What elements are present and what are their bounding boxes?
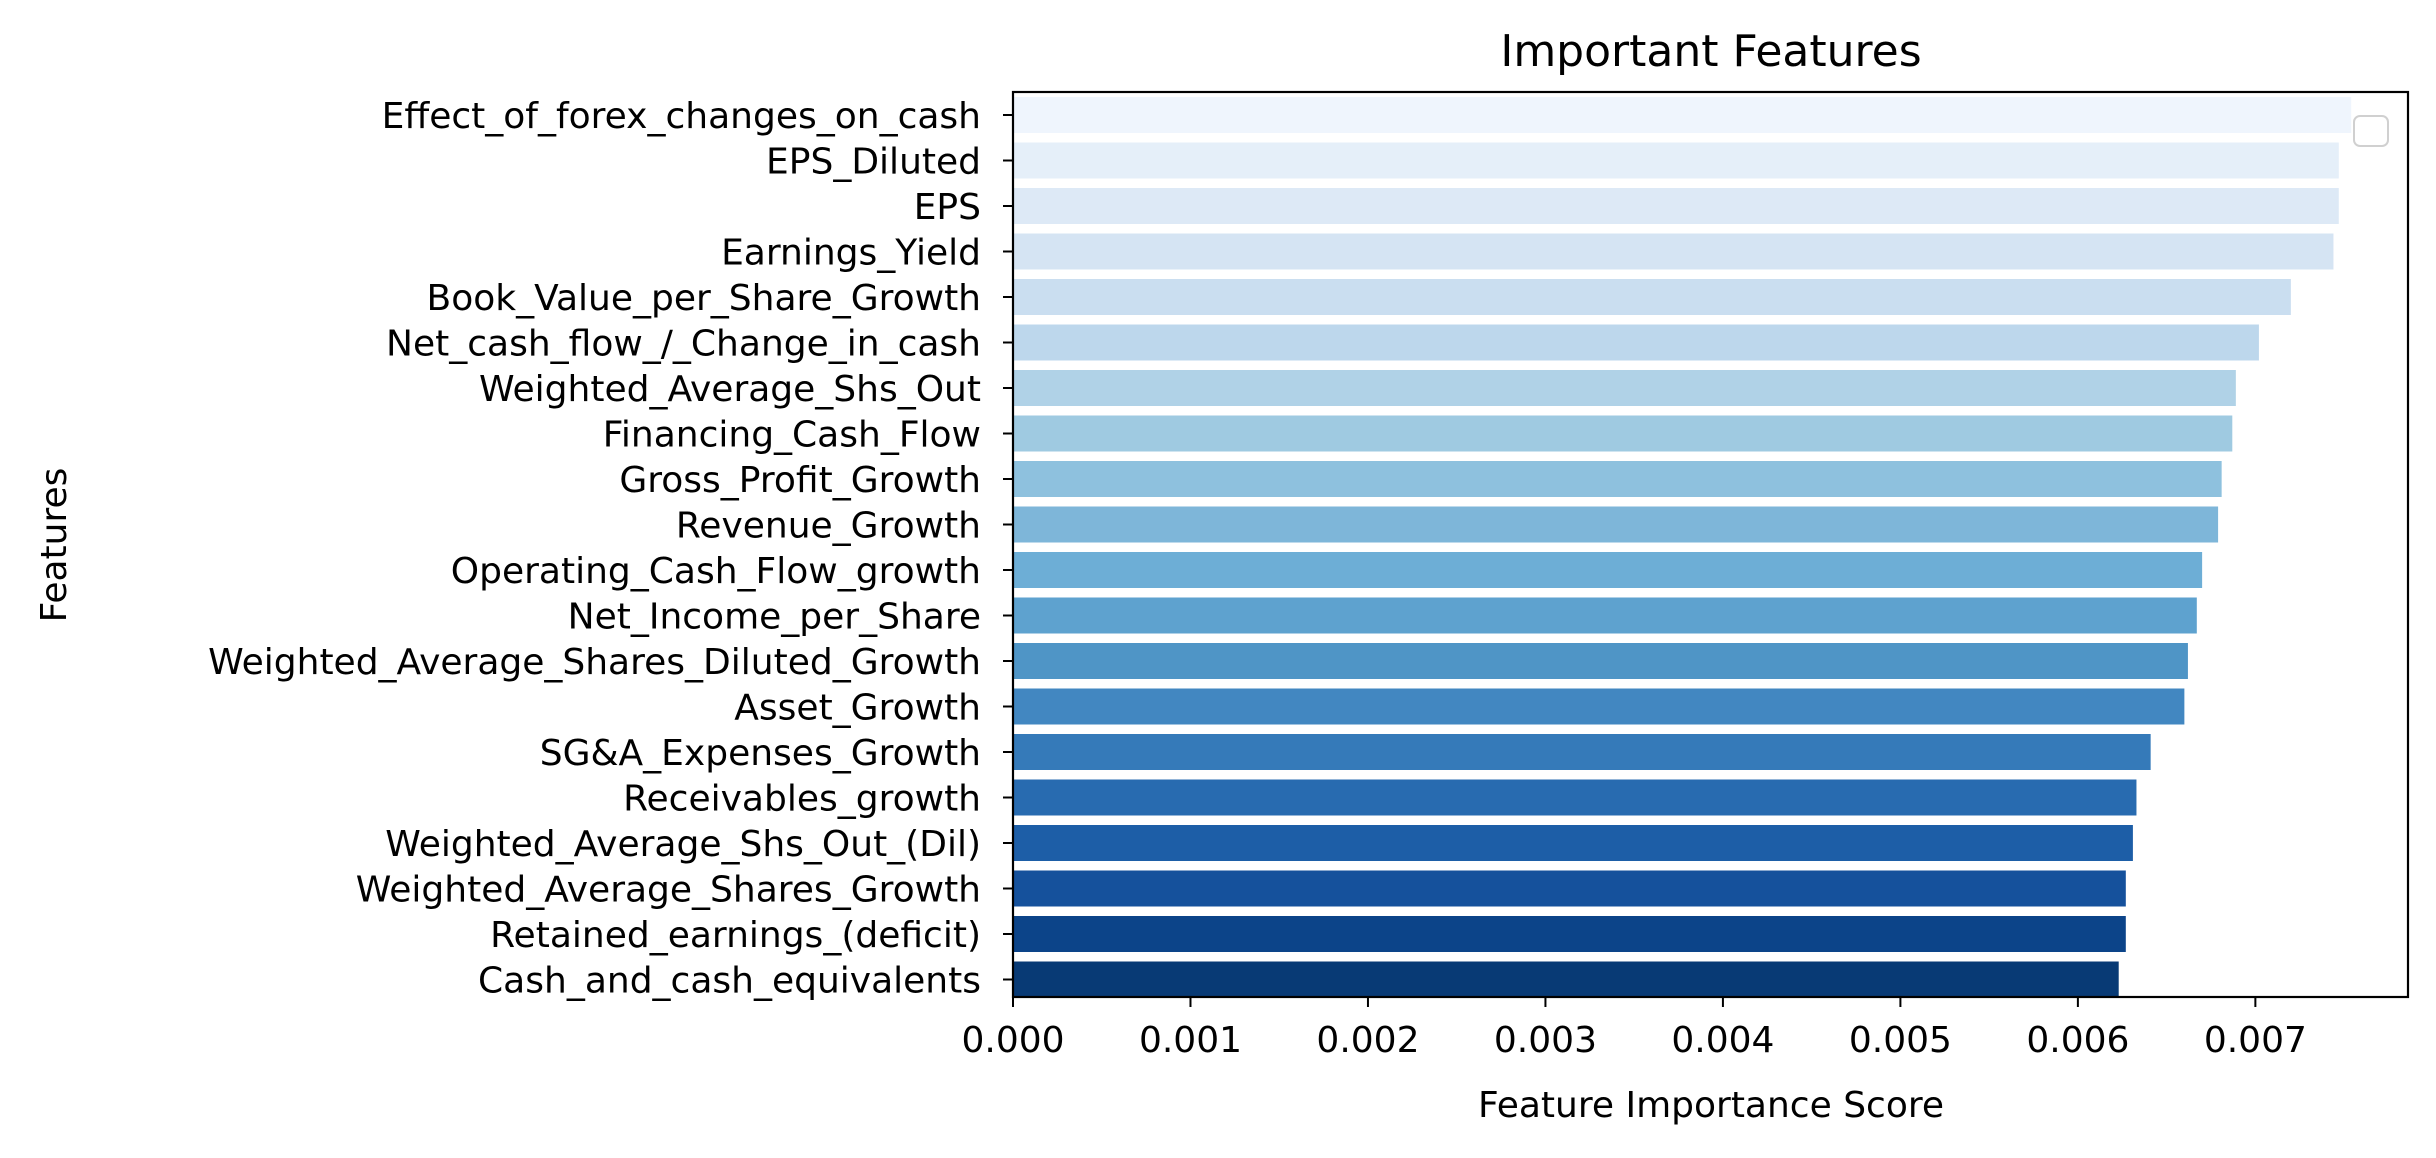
chart-title: Important Features: [1500, 26, 1921, 77]
y-tick-label: Weighted_Average_Shs_Out: [479, 369, 981, 410]
bar-11: [1013, 597, 2197, 634]
y-tick-label: Effect_of_forex_changes_on_cash: [382, 96, 981, 137]
y-tick-label: Weighted_Average_Shares_Diluted_Growth: [208, 642, 981, 683]
y-tick-label: EPS: [914, 187, 981, 228]
y-tick-label: Net_cash_flow_/_Change_in_cash: [386, 324, 981, 365]
bar-2: [1013, 188, 2339, 224]
y-tick-label: Operating_Cash_Flow_growth: [451, 551, 981, 592]
y-tick-label: Earnings_Yield: [721, 233, 981, 274]
y-tick-labels: Effect_of_forex_changes_on_cash EPS_Dilut…: [208, 96, 1013, 1002]
bar-7: [1013, 415, 2233, 452]
x-tick-label: 0.001: [1139, 1020, 1242, 1061]
bar-16: [1013, 825, 2133, 861]
x-tick-label: 0.004: [1671, 1020, 1774, 1061]
x-axis-label: Feature Importance Score: [1478, 1085, 1944, 1126]
bar-15: [1013, 779, 2137, 816]
x-tick-label: 0.006: [2026, 1020, 2129, 1061]
x-tick-label: 0.000: [961, 1020, 1064, 1061]
y-tick-label: Cash_and_cash_equivalents: [478, 961, 981, 1002]
legend-box: [2353, 115, 2389, 147]
x-ticks: 0.000 0.001 0.002 0.003 0.004 0.005 0.006 0.007: [961, 997, 2307, 1061]
y-tick-label: Receivables_growth: [623, 779, 981, 820]
y-tick-label: Weighted_Average_Shs_Out_(Dil): [385, 824, 981, 865]
y-tick-label: Book_Value_per_Share_Growth: [427, 278, 981, 319]
bar-17: [1013, 870, 2126, 907]
y-tick-label: Revenue_Growth: [676, 506, 981, 547]
x-tick-label: 0.007: [2204, 1020, 2307, 1061]
y-tick-label: Weighted_Average_Shares_Growth: [356, 870, 981, 911]
bar-1: [1013, 142, 2339, 179]
bars-group: [1013, 97, 2352, 998]
y-axis-label: Features: [34, 468, 75, 623]
bar-5: [1013, 324, 2259, 361]
y-tick-label: Financing_Cash_Flow: [603, 415, 981, 456]
bar-0: [1013, 97, 2352, 133]
bar-14: [1013, 734, 2151, 770]
y-tick-label: SG&A_Expenses_Growth: [540, 733, 981, 774]
bar-4: [1013, 279, 2291, 315]
y-tick-label: Net_Income_per_Share: [568, 597, 981, 638]
y-tick-label: Gross_Profit_Growth: [619, 460, 981, 501]
bar-18: [1013, 916, 2126, 952]
bar-8: [1013, 461, 2222, 497]
bar-9: [1013, 506, 2219, 543]
x-tick-label: 0.002: [1316, 1020, 1419, 1061]
bar-13: [1013, 688, 2185, 725]
bar-6: [1013, 370, 2236, 406]
plot-frame: [1011, 90, 2410, 999]
bar-12: [1013, 643, 2188, 679]
y-tick-label: Asset_Growth: [734, 688, 981, 729]
x-tick-label: 0.003: [1494, 1020, 1597, 1061]
bar-19: [1013, 961, 2119, 998]
y-tick-label: Retained_earnings_(deficit): [490, 915, 981, 956]
y-tick-label: EPS_Diluted: [766, 142, 981, 183]
bar-10: [1013, 552, 2203, 588]
x-tick-label: 0.005: [1849, 1020, 1952, 1061]
bar-3: [1013, 233, 2334, 270]
